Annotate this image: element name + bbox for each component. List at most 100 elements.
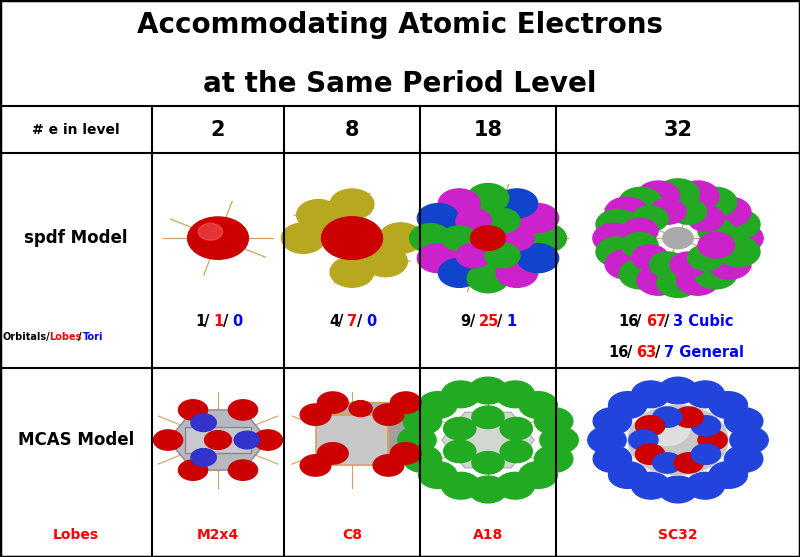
Text: /: /: [357, 314, 362, 329]
Text: 1: 1: [506, 314, 517, 329]
Text: 25: 25: [478, 314, 499, 329]
Circle shape: [442, 381, 480, 408]
Circle shape: [593, 223, 635, 253]
Circle shape: [619, 187, 662, 217]
Circle shape: [525, 223, 566, 253]
Circle shape: [191, 448, 216, 466]
Circle shape: [674, 407, 703, 427]
Circle shape: [730, 427, 768, 453]
Circle shape: [349, 400, 372, 417]
Circle shape: [469, 476, 507, 503]
Text: /: /: [204, 314, 210, 329]
Circle shape: [363, 246, 407, 277]
Text: /: /: [222, 314, 228, 329]
Circle shape: [637, 181, 679, 211]
Circle shape: [418, 203, 459, 233]
Text: 3 Cubic: 3 Cubic: [674, 314, 734, 329]
Circle shape: [373, 455, 404, 476]
Circle shape: [318, 392, 348, 413]
Circle shape: [709, 392, 747, 418]
Text: 0: 0: [232, 314, 242, 329]
Text: 32: 32: [663, 120, 693, 139]
Circle shape: [403, 408, 442, 434]
Text: 16: 16: [609, 345, 629, 360]
Circle shape: [694, 187, 737, 217]
Polygon shape: [185, 427, 251, 453]
Text: 1: 1: [195, 314, 205, 329]
Text: 7: 7: [347, 314, 358, 329]
Circle shape: [390, 443, 421, 464]
Text: /: /: [664, 314, 670, 329]
Text: /: /: [655, 345, 660, 360]
Circle shape: [725, 446, 763, 472]
Polygon shape: [315, 403, 406, 414]
Text: M2x4: M2x4: [197, 527, 239, 542]
Text: Tori: Tori: [82, 332, 103, 342]
Circle shape: [442, 472, 480, 499]
Circle shape: [698, 218, 734, 244]
Circle shape: [470, 226, 506, 251]
Circle shape: [403, 446, 442, 472]
Circle shape: [662, 227, 693, 248]
Text: Orbitals/: Orbitals/: [2, 332, 50, 342]
Circle shape: [605, 250, 648, 279]
Circle shape: [330, 257, 374, 287]
Circle shape: [622, 232, 658, 258]
Circle shape: [467, 183, 509, 212]
Circle shape: [650, 252, 686, 277]
Circle shape: [418, 244, 459, 273]
Circle shape: [300, 455, 331, 476]
Circle shape: [653, 407, 682, 427]
Circle shape: [718, 209, 760, 239]
Circle shape: [500, 440, 532, 463]
Circle shape: [205, 431, 231, 449]
Text: /: /: [627, 345, 633, 360]
Circle shape: [254, 430, 282, 450]
Circle shape: [629, 430, 658, 450]
Circle shape: [297, 199, 341, 230]
Circle shape: [519, 462, 558, 488]
Circle shape: [635, 416, 665, 436]
Circle shape: [472, 406, 504, 428]
Text: 16: 16: [618, 314, 638, 329]
Circle shape: [593, 446, 631, 472]
Circle shape: [688, 206, 724, 231]
Circle shape: [234, 431, 259, 449]
Circle shape: [721, 223, 763, 253]
Circle shape: [622, 218, 658, 244]
Circle shape: [609, 462, 647, 488]
Text: A18: A18: [473, 527, 503, 542]
Polygon shape: [315, 414, 389, 466]
Circle shape: [418, 462, 457, 488]
Circle shape: [496, 381, 534, 408]
Circle shape: [198, 223, 222, 240]
Text: /: /: [637, 314, 642, 329]
Circle shape: [657, 179, 699, 208]
Circle shape: [691, 444, 721, 465]
Circle shape: [632, 206, 668, 231]
Circle shape: [154, 430, 182, 450]
Text: /: /: [78, 332, 82, 342]
Circle shape: [628, 405, 728, 475]
Text: 4: 4: [329, 314, 339, 329]
Circle shape: [228, 460, 258, 480]
Polygon shape: [168, 410, 268, 470]
Circle shape: [670, 252, 706, 277]
Circle shape: [658, 476, 697, 503]
Circle shape: [718, 237, 760, 267]
Circle shape: [496, 258, 538, 287]
Text: 7 General: 7 General: [664, 345, 744, 360]
Circle shape: [688, 245, 724, 270]
Text: 63: 63: [637, 345, 657, 360]
Circle shape: [282, 223, 326, 253]
Circle shape: [438, 189, 480, 218]
Text: 8: 8: [345, 120, 359, 139]
Circle shape: [472, 452, 504, 474]
Circle shape: [677, 181, 719, 211]
Text: SC32: SC32: [658, 527, 698, 542]
Circle shape: [228, 400, 258, 420]
Polygon shape: [389, 403, 406, 466]
Circle shape: [609, 392, 647, 418]
Circle shape: [674, 453, 703, 473]
Circle shape: [469, 377, 507, 404]
